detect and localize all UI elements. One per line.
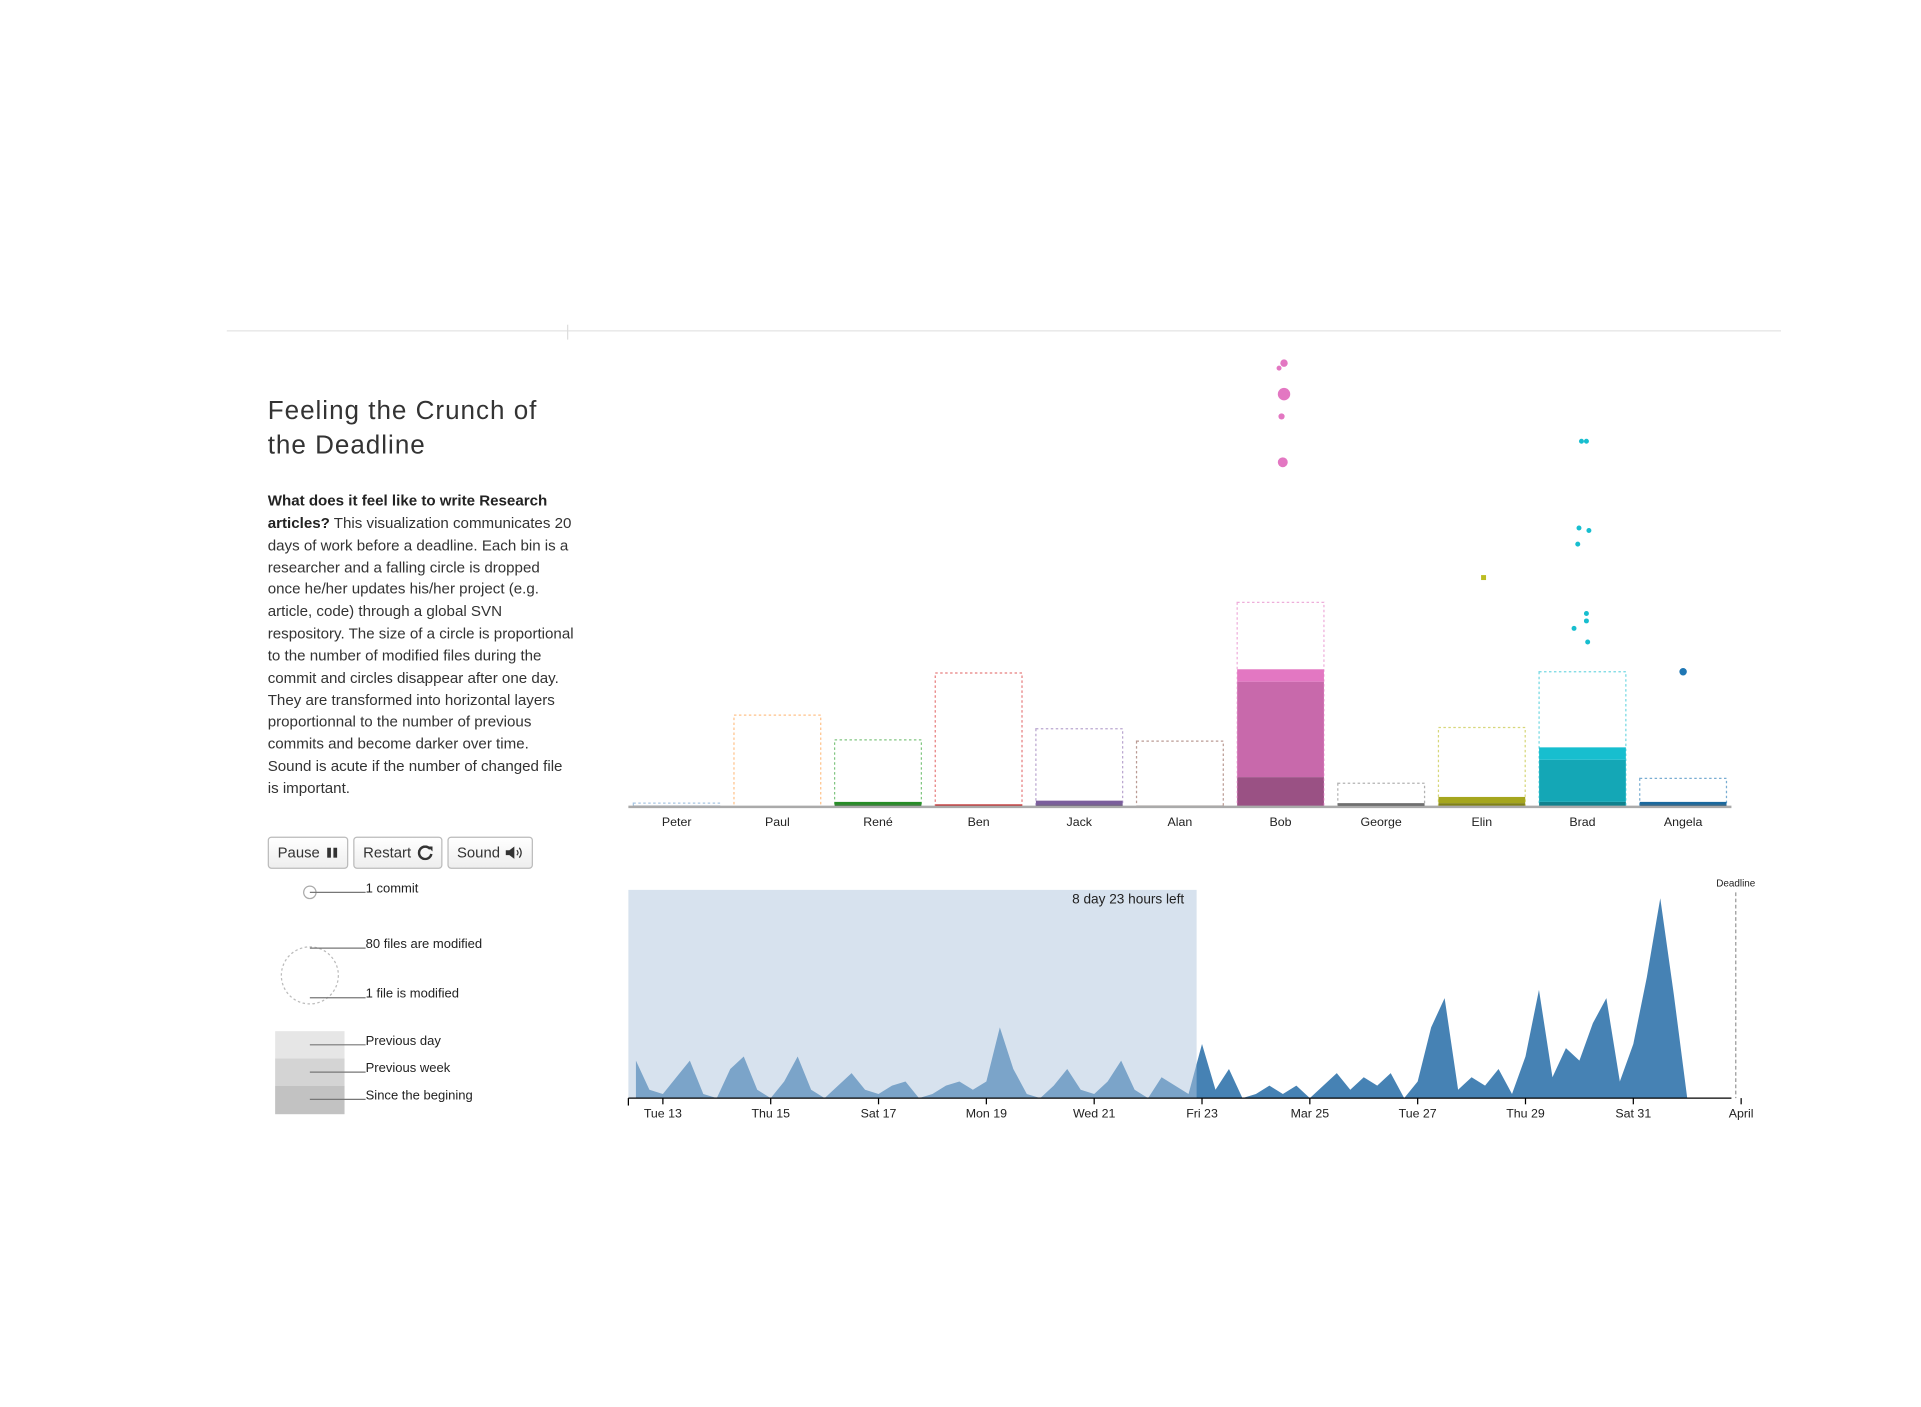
bin-outline: [1135, 740, 1224, 808]
legend-swatch: [275, 1085, 345, 1115]
bin-layer: [1539, 801, 1626, 807]
legend-label: Since the begining: [365, 1088, 473, 1104]
bin-label: Bob: [1270, 815, 1292, 829]
x-tick-label: Tue 27: [1399, 1106, 1437, 1120]
bin-outline: [1035, 728, 1124, 808]
x-tick-label: Thu 15: [751, 1106, 790, 1120]
legend-label: Previous week: [365, 1060, 451, 1076]
bin-label: Angela: [1664, 815, 1703, 829]
commit-circle: [1583, 611, 1589, 616]
commit-circle: [1277, 457, 1288, 468]
button-label: Pause: [277, 844, 320, 862]
button-label: Restart: [363, 844, 412, 862]
commit-circle: [1575, 541, 1581, 547]
activity-area: [635, 898, 1715, 1099]
restart-button[interactable]: Restart: [353, 836, 443, 869]
bin-outline: [1437, 726, 1526, 808]
bin-label: René: [863, 815, 893, 829]
falling-circles: [1276, 359, 1687, 676]
commit-circle: [1576, 525, 1582, 531]
bin-label: Alan: [1168, 815, 1193, 829]
bin-label: Jack: [1067, 815, 1093, 829]
legend-circle: [280, 946, 339, 1005]
sound-button[interactable]: Sound: [447, 836, 534, 869]
commit-circle: [1586, 527, 1592, 533]
bin-label: Paul: [765, 815, 790, 829]
time-left-label: 8 day 23 hours left: [1072, 891, 1184, 906]
bin-label: Ben: [968, 815, 990, 829]
description-lead: What does it feel like to write Research…: [267, 492, 548, 532]
bin-layer: [1237, 681, 1324, 778]
button-label: Sound: [456, 844, 501, 862]
bin-layer: [1438, 796, 1526, 804]
x-tick-label: Fri 23: [1186, 1106, 1218, 1120]
bin-layer: [935, 804, 1023, 806]
restart-icon: [417, 845, 433, 861]
bin-outline: [934, 672, 1023, 808]
commit-circle: [1583, 618, 1589, 624]
x-tick-label: Tue 13: [644, 1106, 682, 1120]
title: Feeling the Crunch of the Deadline: [267, 396, 538, 460]
bin-layer: [1237, 669, 1324, 682]
bin-label: Elin: [1472, 815, 1493, 829]
commit-circle: [1578, 438, 1584, 444]
deadline-label: Deadline: [1716, 878, 1756, 889]
sound-icon: [506, 846, 523, 859]
pause-button[interactable]: Pause: [267, 836, 349, 869]
commit-circle: [1679, 668, 1687, 676]
commit-circle: [1276, 365, 1282, 371]
bin-layer: [1639, 801, 1727, 805]
legend-label: 1 file is modified: [365, 986, 459, 1002]
bin-layer: [1237, 777, 1324, 807]
bin-layer: [834, 801, 922, 805]
commit-circle: [1571, 625, 1577, 631]
description-body: This visualization communicates 20 days …: [267, 514, 574, 797]
commit-circle: [1585, 639, 1591, 645]
elapsed-highlight: [628, 889, 1197, 1099]
bin-layer: [1539, 759, 1626, 802]
description: What does it feel like to write Research…: [268, 491, 575, 801]
x-tick-label: Sat 17: [861, 1106, 897, 1120]
pause-icon: [327, 847, 338, 858]
x-tick-label: Mon 19: [966, 1106, 1007, 1120]
legend-graphics: [275, 885, 366, 1115]
controls: Pause Restart Sound: [267, 836, 534, 869]
x-tick-label: Thu 29: [1506, 1106, 1545, 1120]
commit-circle: [1278, 413, 1285, 420]
bin-layer: [1337, 803, 1425, 805]
bin-layer: [1035, 800, 1123, 805]
legend-label: 1 commit: [365, 881, 419, 897]
bin-outline: [733, 714, 822, 808]
bin-label: George: [1361, 815, 1402, 829]
commit-circle: [1280, 359, 1288, 367]
bin-label: Peter: [662, 815, 692, 829]
x-tick-label: Sat 31: [1615, 1106, 1651, 1120]
bin-outline: [833, 739, 922, 808]
bin-label: Brad: [1569, 815, 1595, 829]
x-tick-label: Wed 21: [1073, 1106, 1116, 1120]
bin-layer: [1438, 803, 1526, 807]
bin-layer: [1539, 747, 1626, 760]
commit-circle: [1277, 387, 1291, 401]
legend-label: Previous day: [365, 1033, 441, 1049]
commit-circle: [1481, 575, 1487, 581]
x-tick-label: Mar 25: [1291, 1106, 1330, 1120]
legend-label: 80 files are modified: [365, 936, 483, 952]
x-tick-label: April: [1729, 1106, 1754, 1120]
commit-circle: [1583, 438, 1589, 444]
